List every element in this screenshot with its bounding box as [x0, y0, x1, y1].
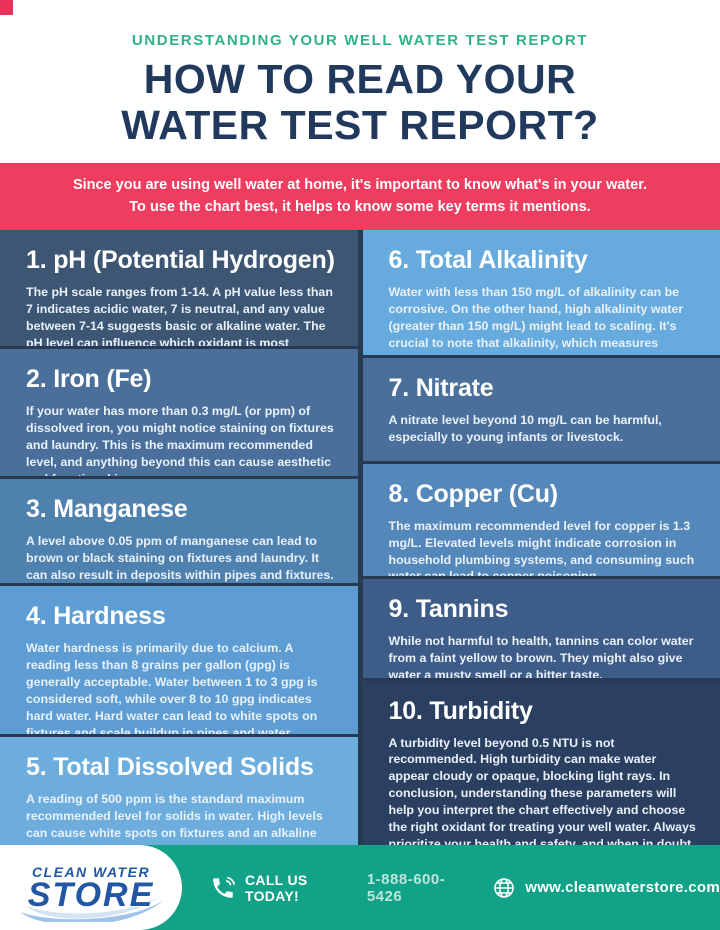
section-body: A nitrate level beyond 10 mg/L can be ha…: [388, 413, 662, 445]
section-copper: 8. Copper (Cu) The maximum recommended l…: [362, 463, 720, 577]
logo-text-store: STORE: [27, 876, 155, 915]
page-title: HOW TO READ YOUR WATER TEST REPORT?: [0, 56, 720, 149]
section-total-alkalinity: 6. Total Alkalinity Water with less than…: [362, 230, 720, 356]
section-turbidity: 10. Turbidity A turbidity level beyond 0…: [362, 680, 720, 845]
intro-banner-line2: To use the chart best, it helps to know …: [129, 198, 591, 215]
section-body: Water with less than 150 mg/L of alkalin…: [388, 285, 696, 355]
section-title: 1. pH (Potential Hydrogen): [26, 246, 335, 274]
section-tannins: 9. Tannins While not harmful to health, …: [362, 579, 720, 678]
section-body: If your water has more than 0.3 mg/L (or…: [26, 403, 334, 476]
section-title: 4. Hardness: [26, 602, 166, 631]
logo-swoosh-icon: [20, 896, 164, 922]
section-title: 9. Tannins: [388, 595, 509, 624]
page-title-line2: WATER TEST REPORT?: [121, 101, 599, 148]
eyebrow-text: UNDERSTANDING YOUR WELL WATER TEST REPOR…: [131, 32, 589, 49]
page-title-line1: HOW TO READ YOUR: [143, 56, 577, 102]
header: UNDERSTANDING YOUR WELL WATER TEST REPOR…: [0, 0, 720, 163]
section-title: 3. Manganese: [26, 495, 188, 524]
terms-grid: 1. pH (Potential Hydrogen) The pH scale …: [0, 230, 720, 845]
section-title: 10. Turbidity: [388, 696, 533, 725]
section-hardness: 4. Hardness Water hardness is primarily …: [0, 586, 358, 735]
call-us-label: CALL US TODAY!: [245, 871, 308, 904]
intro-banner-line1: Since you are using well water at home, …: [72, 176, 648, 193]
section-manganese: 3. Manganese A level above 0.05 ppm of m…: [0, 479, 358, 584]
section-title: 7. Nitrate: [388, 374, 494, 403]
section-title: 6. Total Alkalinity: [388, 246, 588, 274]
section-body: Water hardness is primarily due to calci…: [26, 641, 318, 735]
section-body: A reading of 500 ppm is the standard max…: [26, 792, 323, 845]
globe-icon: [492, 876, 516, 900]
section-body: The maximum recommended level for copper…: [388, 518, 695, 577]
section-body: The pH scale ranges from 1-14. A pH valu…: [26, 285, 333, 346]
intro-banner: Since you are using well water at home, …: [0, 163, 720, 230]
section-title: 5. Total Dissolved Solids: [26, 753, 314, 782]
section-body: While not harmful to health, tannins can…: [388, 634, 694, 678]
section-body: A turbidity level beyond 0.5 NTU is not …: [388, 735, 696, 845]
section-iron: 2. Iron (Fe) If your water has more than…: [0, 348, 358, 477]
right-column: 6. Total Alkalinity Water with less than…: [362, 230, 720, 845]
section-total-dissolved-solids: 5. Total Dissolved Solids A reading of 5…: [0, 737, 358, 845]
section-ph: 1. pH (Potential Hydrogen) The pH scale …: [0, 230, 358, 346]
phone-icon: [210, 875, 236, 901]
corner-accent-mark: [0, 0, 13, 15]
phone-number: 1-888-600-5426: [366, 870, 446, 905]
website-url: www.cleanwaterstore.com: [525, 879, 720, 896]
section-body: A level above 0.05 ppm of manganese can …: [26, 534, 334, 583]
section-title: 2. Iron (Fe): [26, 364, 152, 393]
footer-contact: CALL US TODAY! 1-888-600-5426 www.cleanw…: [210, 871, 720, 905]
section-title: 8. Copper (Cu): [388, 479, 559, 508]
logo-text-clean-water: CLEAN WATER: [31, 864, 151, 881]
left-column: 1. pH (Potential Hydrogen) The pH scale …: [0, 230, 358, 845]
company-logo: CLEAN WATER STORE: [0, 845, 182, 930]
footer: CLEAN WATER STORE CALL US TODAY! 1-888-6…: [0, 845, 720, 930]
section-nitrate: 7. Nitrate A nitrate level beyond 10 mg/…: [362, 358, 720, 461]
